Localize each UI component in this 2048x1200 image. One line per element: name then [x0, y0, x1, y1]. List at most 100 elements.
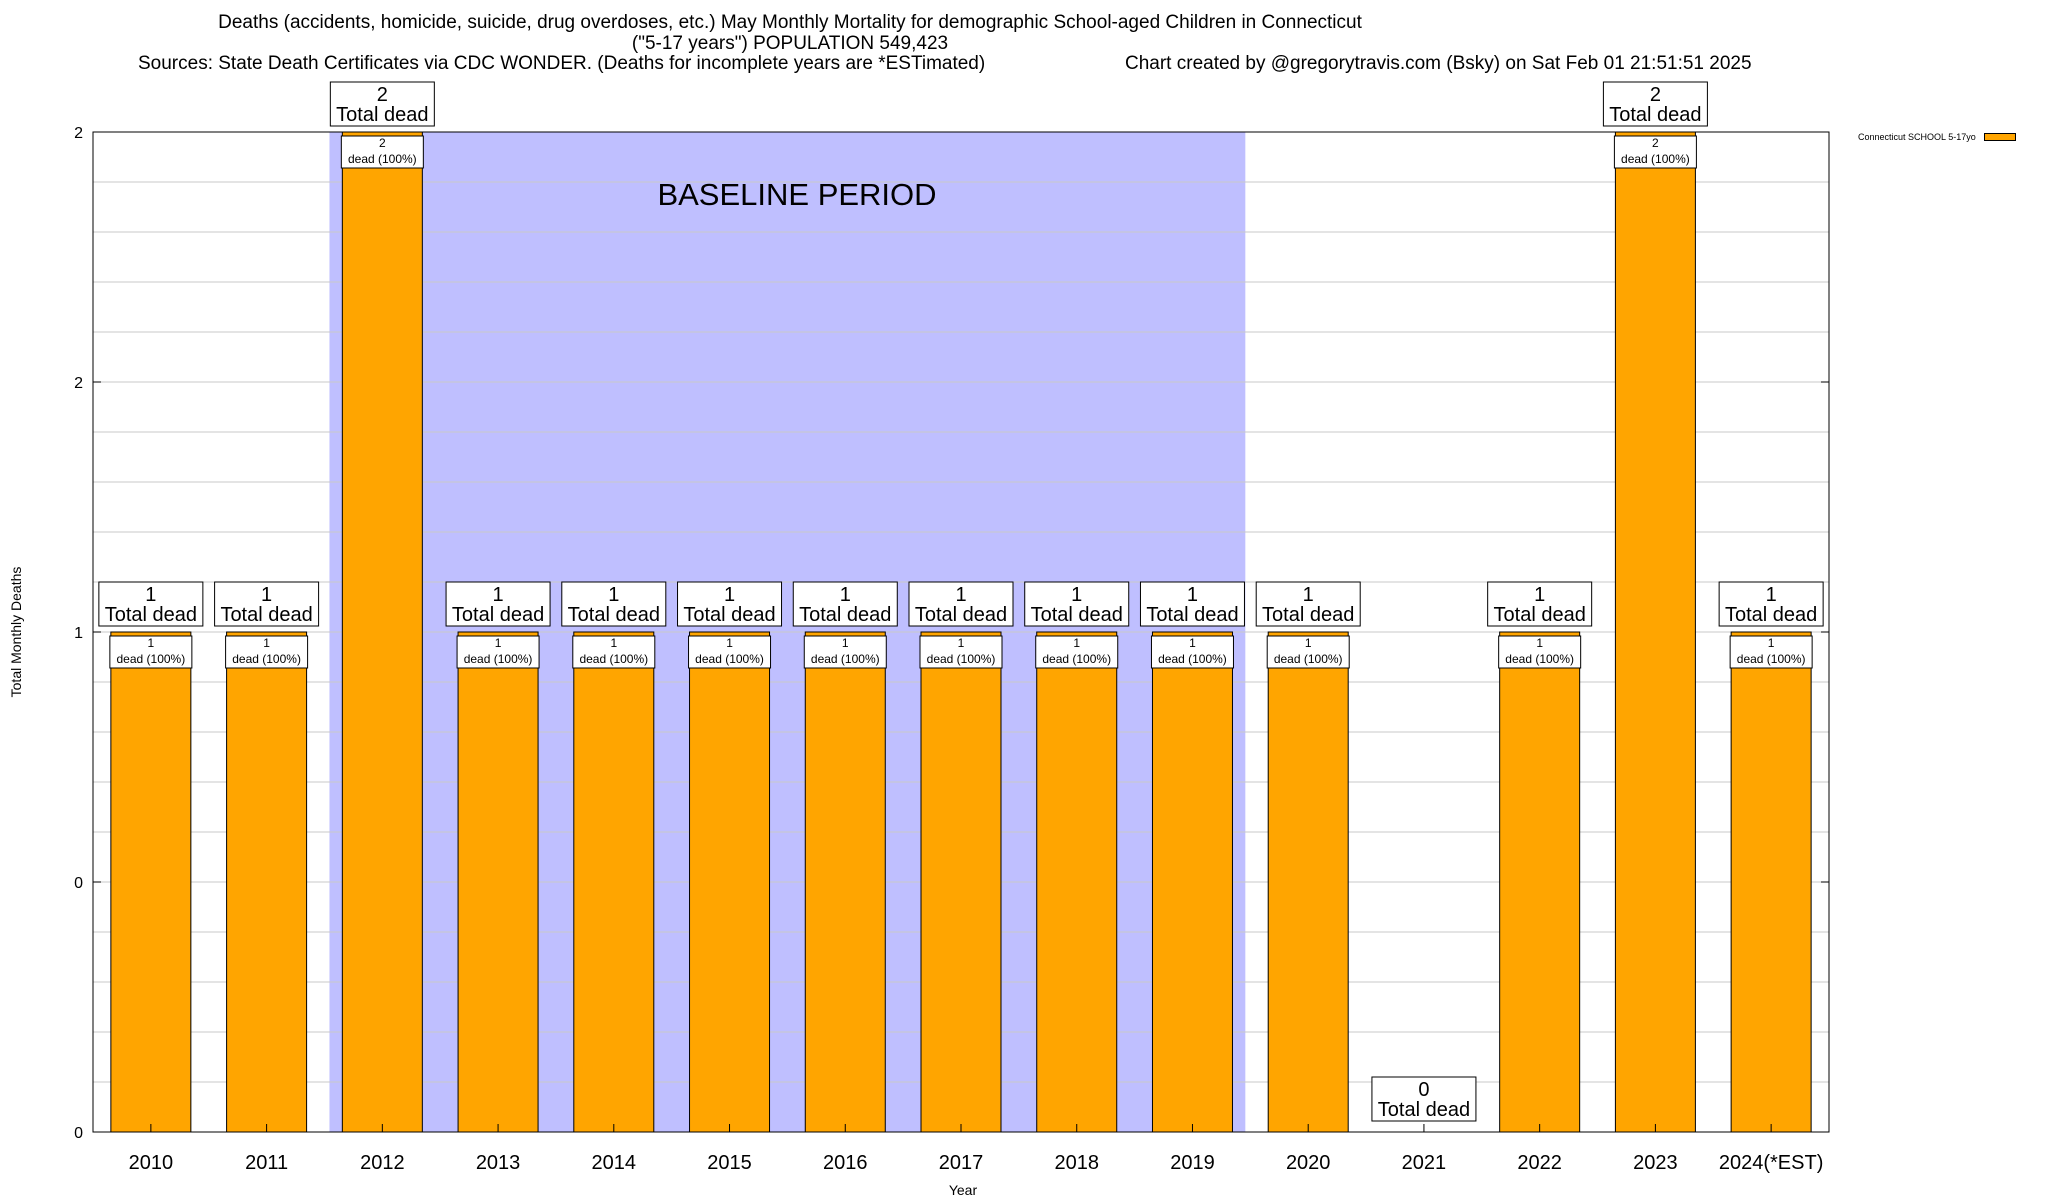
bar-label-count: 1	[958, 636, 965, 650]
bar-label-pct: dead (100%)	[1737, 652, 1806, 666]
bar	[110, 631, 192, 1133]
bar-label-count: 1	[842, 636, 849, 650]
bar-label-pct: dead (100%)	[464, 652, 533, 666]
bar	[1036, 631, 1118, 1133]
bar-label-box	[225, 635, 309, 669]
total-label-text: Total dead	[915, 604, 1007, 626]
total-label-text: Total dead	[799, 604, 891, 626]
y-tick-label: 2	[74, 375, 83, 392]
bar-label-box	[109, 635, 193, 669]
bar-label-count: 2	[1652, 136, 1659, 150]
bar	[1151, 631, 1233, 1133]
bar-label-box	[340, 135, 424, 169]
x-tick-label: 2018	[1054, 1152, 1099, 1174]
total-label-box	[1487, 581, 1593, 627]
x-tick-label: 2014	[592, 1152, 637, 1174]
total-label-count: 1	[261, 584, 272, 606]
legend-swatch	[1983, 133, 2016, 141]
bar	[457, 631, 539, 1133]
legend: Connecticut SCHOOL 5-17yo	[1858, 131, 2016, 143]
x-tick-label: 2012	[360, 1152, 405, 1174]
bar-label-pct: dead (100%)	[1158, 652, 1227, 666]
bar-label-box	[1498, 635, 1582, 669]
total-label-count: 1	[1303, 584, 1314, 606]
total-label-text: Total dead	[105, 604, 197, 626]
total-label-count: 1	[145, 584, 156, 606]
bar	[341, 131, 423, 1133]
y-tick-label: 0	[74, 875, 83, 892]
bar-label-pct: dead (100%)	[117, 652, 186, 666]
x-tick-label: 2021	[1402, 1152, 1447, 1174]
total-label-count: 1	[1187, 584, 1198, 606]
total-label-box	[1718, 581, 1824, 627]
y-tick-label: 0	[74, 1125, 83, 1142]
y-tick-label: 2	[74, 125, 83, 142]
bar-label-count: 1	[263, 636, 270, 650]
total-label-count: 1	[608, 584, 619, 606]
bar-label-box	[1150, 635, 1234, 669]
bar	[226, 631, 308, 1133]
total-label-text: Total dead	[1031, 604, 1123, 626]
bar-label-count: 2	[379, 136, 386, 150]
bar-label-pct: dead (100%)	[927, 652, 996, 666]
axis-layer: 2010 2011 2012 2013 2014 2015 2016 2017 2018 2019…	[8, 125, 1830, 1198]
total-label-box	[329, 81, 435, 127]
total-label-count: 1	[493, 584, 504, 606]
bar-label-pct: dead (100%)	[348, 152, 417, 166]
total-label-box	[1139, 581, 1245, 627]
total-label-box	[98, 581, 204, 627]
total-label-text: Total dead	[1494, 604, 1586, 626]
total-label-count: 2	[1650, 84, 1661, 106]
bar	[1499, 631, 1581, 1133]
bar-label-count: 1	[610, 636, 617, 650]
total-label-text: Total dead	[1378, 1099, 1470, 1121]
bar-label-pct: dead (100%)	[695, 652, 764, 666]
bar-label-count: 1	[495, 636, 502, 650]
bar-label-count: 1	[1768, 636, 1775, 650]
bar-label-count: 1	[1189, 636, 1196, 650]
bar	[1267, 631, 1349, 1133]
bar	[689, 631, 771, 1133]
bar-label-count: 1	[726, 636, 733, 650]
total-label-count: 1	[724, 584, 735, 606]
bar-label-box	[688, 635, 772, 669]
x-tick-label: 2013	[476, 1152, 521, 1174]
total-label-count: 1	[955, 584, 966, 606]
total-label-count: 1	[1071, 584, 1082, 606]
x-axis-title: Year	[949, 1182, 978, 1198]
bar-label-box	[1266, 635, 1350, 669]
bar-label-count: 1	[148, 636, 155, 650]
source-note: Sources: State Death Certificates via CD…	[138, 53, 986, 74]
bar	[573, 631, 655, 1133]
bar-label-box	[803, 635, 887, 669]
bar-label-pct: dead (100%)	[1042, 652, 1111, 666]
total-label-text: Total dead	[1725, 604, 1817, 626]
bar-label-box	[1035, 635, 1119, 669]
bar-label-pct: dead (100%)	[1505, 652, 1574, 666]
total-label-text: Total dead	[1146, 604, 1238, 626]
bar-label-count: 1	[1073, 636, 1080, 650]
bar	[920, 631, 1002, 1133]
x-tick-label: 2019	[1170, 1152, 1215, 1174]
credit-note: Chart created by @gregorytravis.com (Bsk…	[1125, 53, 1752, 74]
x-tick-label: 2020	[1286, 1152, 1331, 1174]
total-label-box	[1255, 581, 1361, 627]
baseline-period-label: BASELINE PERIOD	[657, 177, 936, 212]
x-tick-label: 2023	[1633, 1152, 1678, 1174]
total-label-text: Total dead	[1262, 604, 1354, 626]
total-label-count: 2	[377, 84, 388, 106]
total-label-box	[677, 581, 783, 627]
bar-label-box	[572, 635, 656, 669]
bar-label-count: 1	[1536, 636, 1543, 650]
x-tick-label: 2015	[707, 1152, 752, 1174]
total-label-count: 1	[1766, 584, 1777, 606]
total-label-box	[214, 581, 320, 627]
x-tick-label: 2016	[823, 1152, 868, 1174]
legend-label: Connecticut SCHOOL 5-17yo	[1858, 132, 1976, 142]
bar-label-box	[456, 635, 540, 669]
bar	[1614, 131, 1696, 1133]
x-tick-label: 2017	[939, 1152, 984, 1174]
chart-title: Deaths (accidents, homicide, suicide, dr…	[218, 12, 1362, 33]
bar-label-box	[1613, 135, 1697, 169]
